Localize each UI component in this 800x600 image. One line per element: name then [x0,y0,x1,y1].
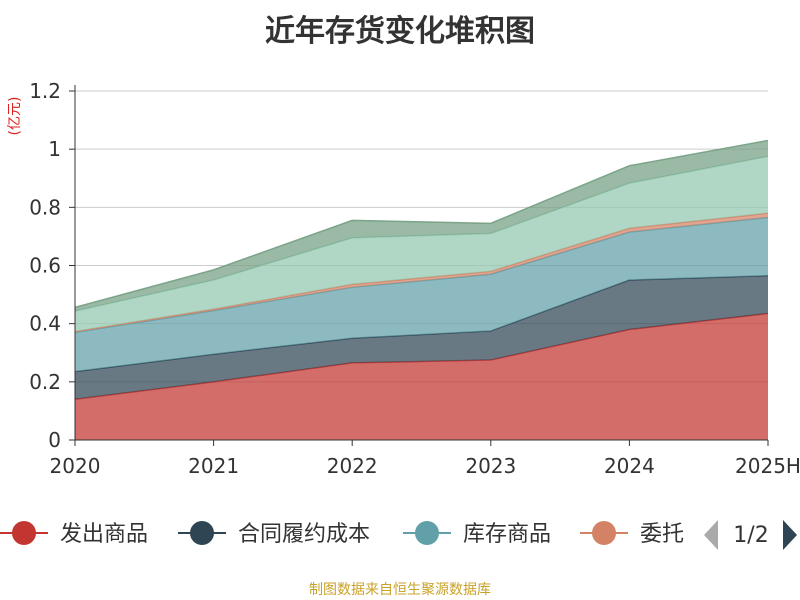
axes: 0 0.2 0.4 0.6 0.8 1 1.2 2020 2021 2022 2023 2024 202… [7,79,800,478]
area-6[interactable] [75,140,768,312]
y-tick-label: 1 [48,137,61,161]
legend: 发出商品 合同履约成本 库存商品 委托 1/2 [0,520,797,550]
x-tick-label: 2023 [465,454,516,478]
x-tick-label: 2020 [50,454,101,478]
legend-label: 委托 [640,522,684,547]
legend-next-icon[interactable] [783,520,797,550]
area-1[interactable] [75,313,768,440]
x-tick-label: 2022 [327,454,378,478]
chart-title: 近年存货变化堆积图 [265,14,535,49]
legend-marker [190,521,214,545]
legend-marker [415,521,439,545]
y-axis-label: (亿元) [7,97,23,136]
legend-marker [12,521,36,545]
y-tick-label: 0 [48,428,61,452]
y-tick-label: 0.6 [29,254,61,278]
y-tick-label: 1.2 [29,79,61,103]
legend-item-4[interactable]: 委托 [580,521,684,547]
area-3[interactable] [75,217,768,372]
legend-label: 发出商品 [60,522,148,547]
area-edge-6 [74,139,769,309]
legend-label: 库存商品 [463,522,551,547]
y-tick-label: 0.8 [29,195,61,219]
legend-page-indicator: 1/2 [733,523,768,548]
x-tick-label: 2021 [188,454,239,478]
legend-item-2[interactable]: 合同履约成本 [178,521,370,547]
x-tick-label: 2024 [604,454,655,478]
y-tick-label: 0.2 [29,370,61,394]
legend-marker [592,521,616,545]
legend-label: 合同履约成本 [238,522,370,547]
area-2[interactable] [75,275,768,400]
legend-prev-icon[interactable] [704,520,718,550]
legend-item-3[interactable]: 库存商品 [403,521,551,547]
data-source-note: 制图数据来自恒生聚源数据库 [309,582,491,598]
x-tick-label: 2025H [735,454,800,478]
y-tick-label: 0.4 [29,312,61,336]
area-series [74,139,769,440]
legend-item-1[interactable]: 发出商品 [0,521,148,547]
area-5[interactable] [75,156,768,332]
